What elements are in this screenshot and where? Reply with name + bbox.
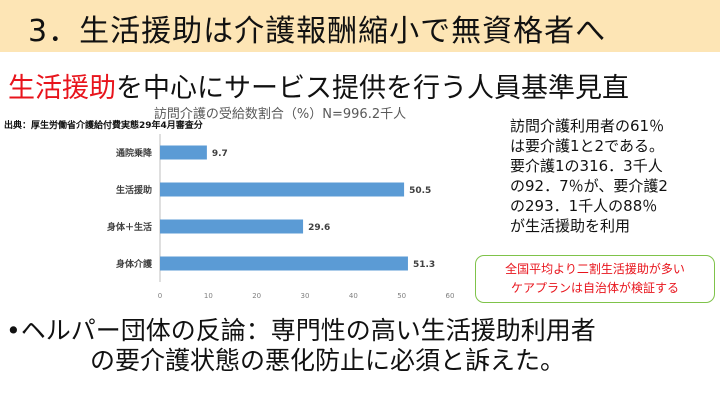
x-tick-label: 60 [446, 292, 455, 300]
data-label: 9.7 [212, 149, 228, 159]
bar [160, 182, 405, 197]
bottom-line: の要介護状態の悪化防止に必須と訴えた。 [90, 346, 566, 375]
bar [160, 256, 408, 271]
title-bar: 3．生活援助は介護報酬縮小で無資格者へ [0, 0, 720, 52]
chart-title: 訪問介護の受給数割合（%）N=996.2千人 [154, 106, 406, 122]
bottom-line: •ヘルパー団体の反論：専門性の高い生活援助利用者 [6, 316, 596, 345]
page-title: 3．生活援助は介護報酬縮小で無資格者へ [28, 14, 607, 49]
note-line: の92．7％が、要介護2 [510, 177, 668, 195]
callout-line: 全国平均より二割生活援助が多い [505, 262, 685, 276]
category-label: 身体介護 [116, 258, 153, 270]
note-line: 要介護1の316．3千人 [510, 157, 663, 175]
category-label: 通院乗降 [116, 147, 153, 159]
x-tick-label: 10 [204, 292, 213, 300]
category-label: 生活援助 [116, 184, 152, 196]
note-text: 訪問介護利用者の61％ は要介護1と2である。 要介護1の316．3千人 の92… [510, 116, 715, 236]
chart-container: 訪問介護の受給数割合（%）N=996.2千人通院乗降 9.7 生活援助 50.5 身体＋… [0, 104, 480, 304]
bar [160, 145, 207, 160]
subtitle-highlight: 生活援助 [8, 73, 116, 104]
x-tick-label: 20 [252, 292, 261, 300]
note-line: の293．1千人の88％ [510, 197, 658, 215]
source-label: 出典：厚生労働省介護給付費実態29年4月審査分 [4, 121, 203, 131]
subtitle: 生活援助を中心にサービス提供を行う人員基準見直 [8, 66, 629, 105]
data-label: 50.5 [409, 186, 431, 196]
callout-box: 全国平均より二割生活援助が多い ケアプランは自治体が検証する [475, 255, 715, 303]
note-line: が生活援助を利用 [510, 217, 631, 235]
note-line: 訪問介護利用者の61％ [510, 117, 665, 135]
bottom-text: •ヘルパー団体の反論：専門性の高い生活援助利用者 の要介護状態の悪化防止に必須と… [6, 316, 596, 376]
note-line: は要介護1と2である。 [510, 137, 664, 155]
x-tick-label: 50 [397, 292, 406, 300]
data-label: 51.3 [413, 260, 435, 270]
subtitle-rest: を中心にサービス提供を行う人員基準見直 [116, 73, 629, 104]
x-tick-label: 0 [158, 292, 162, 300]
x-tick-label: 40 [349, 292, 358, 300]
x-tick-label: 30 [301, 292, 310, 300]
callout-line: ケアプランは自治体が検証する [510, 281, 679, 295]
category-label: 身体＋生活 [107, 221, 152, 233]
data-label: 29.6 [308, 223, 330, 233]
bar [160, 219, 304, 234]
